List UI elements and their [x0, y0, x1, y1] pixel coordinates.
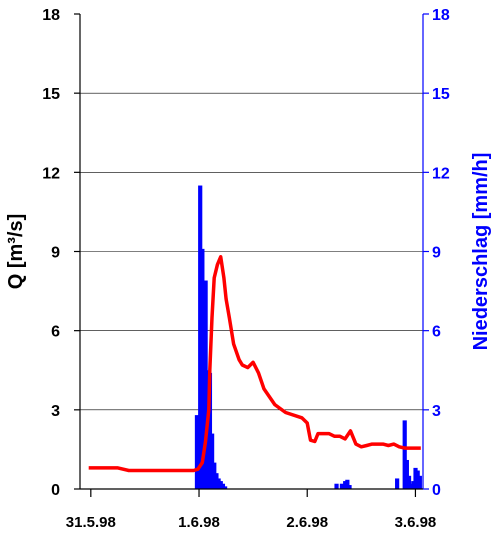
precip-bar	[222, 486, 228, 489]
right-tick-label: 0	[432, 482, 441, 499]
precip-bar	[402, 420, 407, 489]
x-tick-label: 31.5.98	[66, 514, 116, 531]
precipitation-bars	[194, 185, 422, 489]
precip-bar	[343, 481, 348, 489]
precip-bar	[210, 433, 215, 489]
precip-bar	[220, 483, 226, 489]
precip-bar	[198, 185, 203, 489]
precip-bar	[200, 248, 205, 489]
left-tick-label: 18	[42, 7, 60, 24]
discharge-line	[88, 255, 421, 473]
axes	[74, 13, 429, 497]
left-tick-label: 9	[51, 245, 60, 262]
left-tick-label: 3	[51, 403, 60, 420]
right-y-tick-labels: 0 3 6 9 12 15 18	[432, 7, 450, 499]
right-tick-label: 3	[432, 403, 441, 420]
x-tick-label: 1.6.98	[178, 514, 220, 531]
x-tick-label: 2.6.98	[286, 514, 328, 531]
left-tick-label: 6	[51, 324, 60, 341]
precip-bar	[334, 483, 339, 489]
precip-bar	[413, 467, 418, 489]
precip-bar	[212, 462, 217, 489]
precip-bar	[207, 372, 213, 489]
precip-bar	[194, 415, 200, 489]
x-tick-labels: 31.5.98 1.6.98 2.6.98 3.6.98	[66, 514, 436, 531]
gridlines	[80, 92, 423, 411]
precip-bar	[347, 485, 352, 489]
discharge-series	[88, 255, 421, 473]
right-tick-label: 18	[432, 7, 450, 24]
left-y-axis-label: Q [m³/s]	[5, 214, 27, 290]
precip-bar	[395, 478, 400, 489]
precip-bar	[218, 481, 223, 489]
left-tick-label: 0	[51, 482, 60, 499]
precip-bar	[214, 473, 219, 489]
precip-bar	[417, 475, 422, 489]
right-tick-label: 15	[432, 86, 450, 103]
right-tick-label: 9	[432, 245, 441, 262]
left-tick-label: 12	[42, 165, 60, 182]
precip-bar	[409, 483, 414, 489]
precip-bar	[203, 280, 208, 489]
precip-bar	[345, 479, 350, 489]
right-tick-label: 6	[432, 324, 441, 341]
precip-bar	[339, 483, 345, 489]
precip-bar	[216, 478, 221, 489]
left-y-tick-labels: 0 3 6 9 12 15 18	[42, 7, 60, 499]
right-tick-label: 12	[432, 165, 450, 182]
precip-bar	[411, 481, 416, 489]
precip-bar	[404, 459, 409, 489]
precip-bar	[415, 470, 420, 489]
precip-bar	[406, 475, 412, 489]
left-tick-label: 15	[42, 86, 60, 103]
x-tick-label: 3.6.98	[395, 514, 437, 531]
right-y-axis-label: Niederschlag [mm/h]	[470, 153, 492, 351]
